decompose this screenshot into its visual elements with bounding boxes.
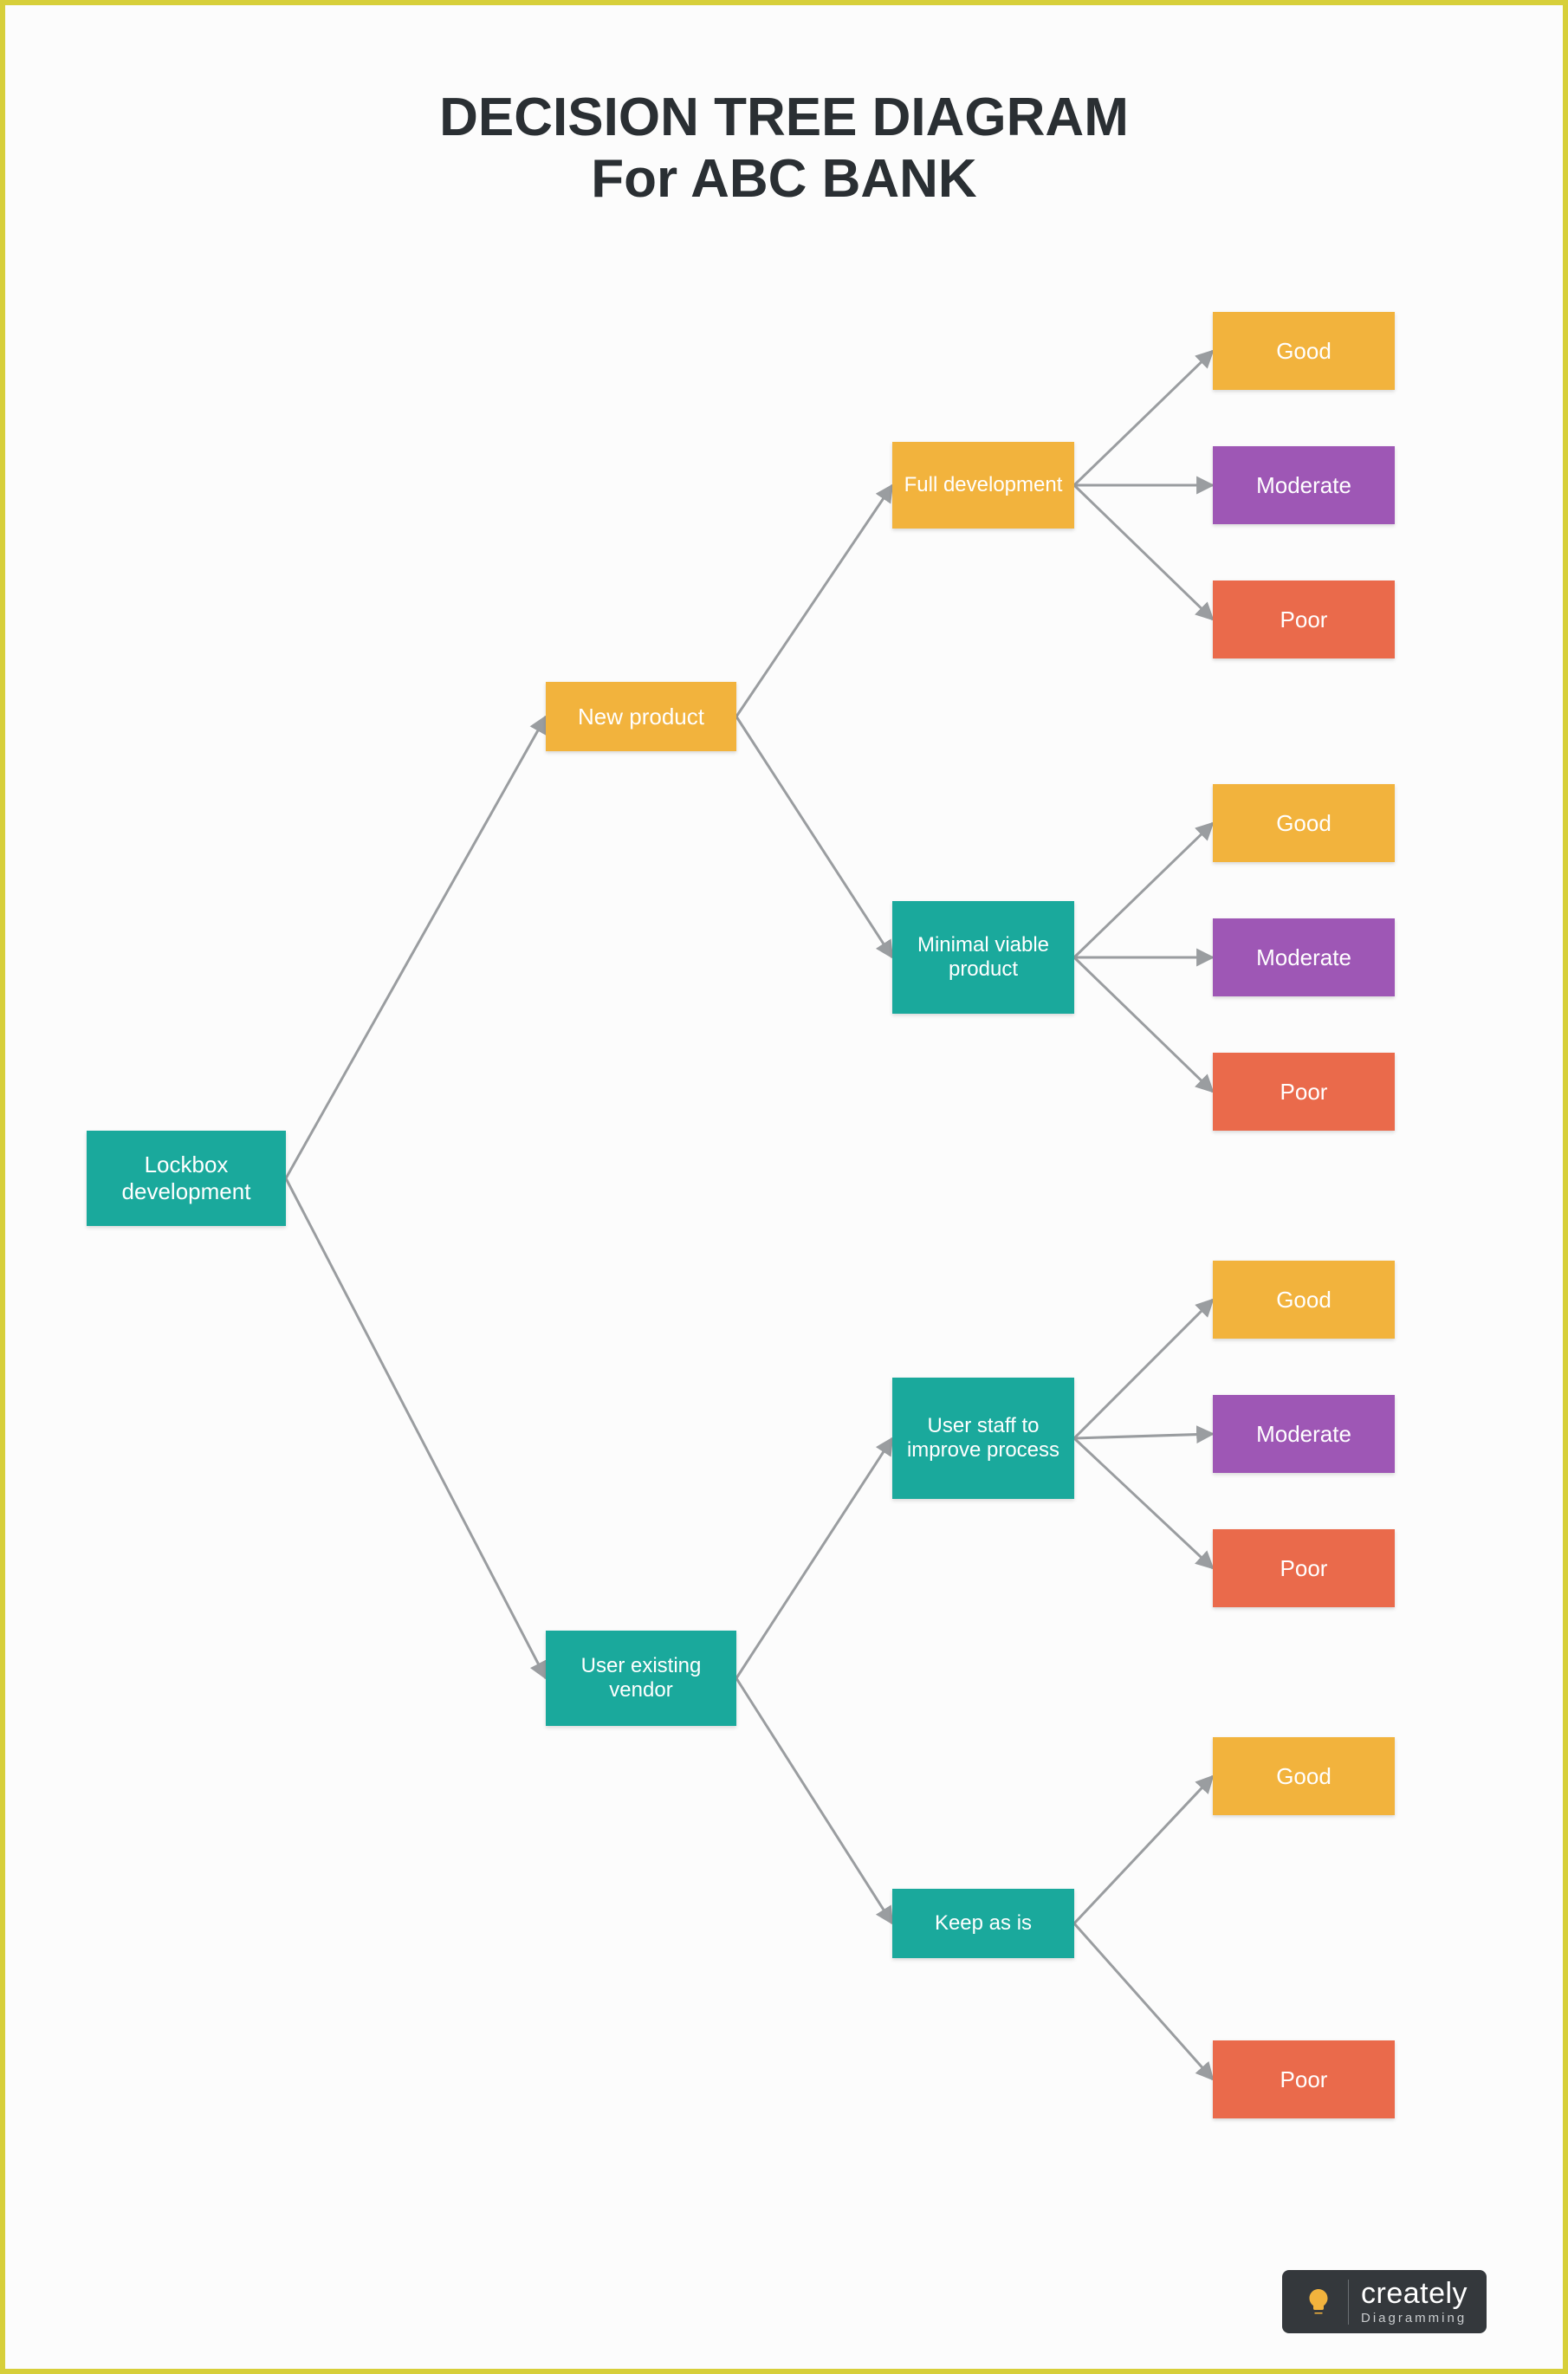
node-g1: Good xyxy=(1213,312,1395,390)
edge-vendor-improve xyxy=(736,1438,892,1678)
edge-newprod-mvp xyxy=(736,717,892,957)
edge-keep-p4 xyxy=(1074,1923,1213,2079)
node-g2: Good xyxy=(1213,784,1395,862)
logo-brand: creately xyxy=(1361,2279,1468,2308)
node-m1: Moderate xyxy=(1213,446,1395,524)
edge-mvp-p2 xyxy=(1074,957,1213,1092)
edge-root-vendor xyxy=(286,1178,546,1678)
node-root: Lockbox development xyxy=(87,1131,286,1226)
edge-newprod-fulldev xyxy=(736,485,892,717)
edge-fulldev-g1 xyxy=(1074,351,1213,485)
node-keep: Keep as is xyxy=(892,1889,1074,1958)
logo-tagline: Diagramming xyxy=(1361,2312,1468,2325)
node-newprod: New product xyxy=(546,682,736,751)
node-p1: Poor xyxy=(1213,581,1395,658)
edge-improve-m3 xyxy=(1074,1434,1213,1438)
logo-text: creately Diagramming xyxy=(1361,2279,1468,2325)
node-m2: Moderate xyxy=(1213,918,1395,996)
node-vendor: User existing vendor xyxy=(546,1631,736,1726)
node-improve: User staff to improve process xyxy=(892,1378,1074,1499)
node-p4: Poor xyxy=(1213,2040,1395,2118)
edge-fulldev-p1 xyxy=(1074,485,1213,619)
lightbulb-icon xyxy=(1301,2285,1336,2319)
creately-logo: creately Diagramming xyxy=(1282,2270,1487,2333)
node-p2: Poor xyxy=(1213,1053,1395,1131)
title-line1: DECISION TREE DIAGRAM xyxy=(0,87,1568,148)
node-fulldev: Full development xyxy=(892,442,1074,529)
diagram-title: DECISION TREE DIAGRAM For ABC BANK xyxy=(0,87,1568,211)
edge-root-newprod xyxy=(286,717,546,1178)
node-mvp: Minimal viable product xyxy=(892,901,1074,1014)
node-g4: Good xyxy=(1213,1737,1395,1815)
edge-improve-p3 xyxy=(1074,1438,1213,1568)
logo-separator xyxy=(1348,2280,1349,2325)
node-p3: Poor xyxy=(1213,1529,1395,1607)
edge-vendor-keep xyxy=(736,1678,892,1923)
edge-mvp-g2 xyxy=(1074,823,1213,957)
title-line2: For ABC BANK xyxy=(0,148,1568,210)
node-g3: Good xyxy=(1213,1261,1395,1339)
node-m3: Moderate xyxy=(1213,1395,1395,1473)
edge-improve-g3 xyxy=(1074,1300,1213,1438)
edge-keep-g4 xyxy=(1074,1776,1213,1923)
